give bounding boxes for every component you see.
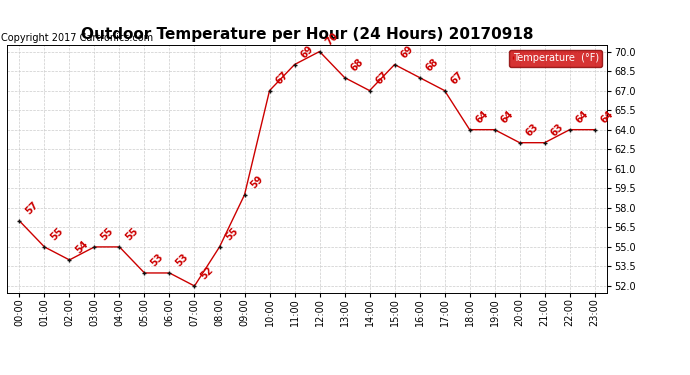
Title: Outdoor Temperature per Hour (24 Hours) 20170918: Outdoor Temperature per Hour (24 Hours) … xyxy=(81,27,533,42)
Text: 55: 55 xyxy=(99,226,115,243)
Text: 70: 70 xyxy=(324,31,340,47)
Text: 69: 69 xyxy=(299,44,315,60)
Text: 68: 68 xyxy=(424,57,440,74)
Text: 55: 55 xyxy=(48,226,65,243)
Text: 67: 67 xyxy=(448,70,465,86)
Text: Copyright 2017 Cartronics.com: Copyright 2017 Cartronics.com xyxy=(1,33,153,42)
Text: 63: 63 xyxy=(524,122,540,138)
Text: 64: 64 xyxy=(574,109,591,126)
Text: 53: 53 xyxy=(174,252,190,269)
Text: 54: 54 xyxy=(74,239,90,256)
Text: 57: 57 xyxy=(23,200,40,217)
Text: 53: 53 xyxy=(148,252,165,269)
Text: 69: 69 xyxy=(399,44,415,60)
Text: 59: 59 xyxy=(248,174,265,190)
Text: 68: 68 xyxy=(348,57,366,74)
Text: 64: 64 xyxy=(499,109,515,126)
Text: 55: 55 xyxy=(224,226,240,243)
Legend: Temperature  (°F): Temperature (°F) xyxy=(509,50,602,67)
Text: 67: 67 xyxy=(374,70,391,86)
Text: 64: 64 xyxy=(474,109,491,126)
Text: 52: 52 xyxy=(199,265,215,282)
Text: 67: 67 xyxy=(274,70,290,86)
Text: 63: 63 xyxy=(549,122,565,138)
Text: 64: 64 xyxy=(599,109,615,126)
Text: 55: 55 xyxy=(124,226,140,243)
